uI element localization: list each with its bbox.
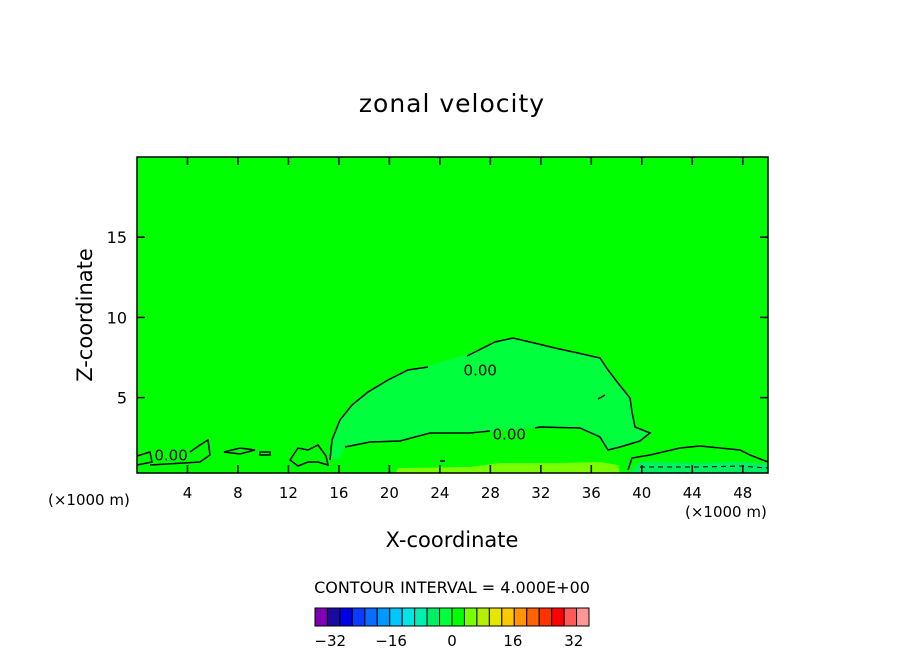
y-axis: 5 10 15 <box>107 228 768 408</box>
y-tick-label: 15 <box>107 228 127 247</box>
x-tick-label: 4 <box>183 484 193 502</box>
contour-label: 0.00 <box>493 426 526 444</box>
contour-zero-upper <box>329 337 652 461</box>
colorbar-swatch <box>563 607 578 627</box>
x-tick-label: 32 <box>531 484 550 502</box>
plot-frame <box>136 156 769 474</box>
colorbar-swatch <box>513 607 528 627</box>
colorbar-swatch <box>551 607 565 627</box>
x-tick-label: 8 <box>233 484 243 502</box>
colorbar-swatch <box>339 607 353 627</box>
colorbar-swatch <box>401 607 416 627</box>
colorbar-swatch <box>538 607 553 627</box>
x-tick-label: 44 <box>683 484 702 502</box>
x-tick-label: 40 <box>632 484 651 502</box>
x-tick-label: 36 <box>582 484 601 502</box>
x-tick-label: 48 <box>733 484 752 502</box>
contour-lines <box>136 337 769 471</box>
x-unit-note-left: (×1000 m) <box>48 491 130 509</box>
colorbar-tick-label: 16 <box>503 632 522 650</box>
colorbar-tick-label: 32 <box>564 632 583 650</box>
x-tick-label: 16 <box>329 484 348 502</box>
y-axis-label: Z-coordinate <box>73 248 97 382</box>
colorbar-swatch <box>526 607 540 627</box>
colorbar-swatch <box>414 607 428 627</box>
contour-interval-text: CONTOUR INTERVAL = 4.000E+00 <box>314 578 590 597</box>
colorbar-tick-label: −16 <box>375 632 407 650</box>
colorbar-swatch <box>326 607 341 627</box>
contour-label: 0.00 <box>464 361 497 379</box>
contour-negative-dashed <box>640 465 769 469</box>
colorbar-swatch <box>364 607 378 627</box>
near-surface-band <box>395 462 620 473</box>
colorbar-swatch <box>451 607 465 627</box>
colorbar-tick-label: −32 <box>314 632 346 650</box>
colorbar: −32 −16 0 16 32 <box>314 607 590 650</box>
colorbar-swatch <box>576 607 590 627</box>
y-tick-label: 10 <box>107 308 127 327</box>
contour-labels: 0.00 0.00 0.00 <box>154 361 526 464</box>
colorbar-swatch <box>463 607 478 627</box>
colorbar-swatch <box>351 607 366 627</box>
x-tick-label: 24 <box>430 484 449 502</box>
colorbar-swatch <box>376 607 391 627</box>
x-axis: 4 8 12 16 20 24 28 32 36 40 44 48 <box>183 157 752 502</box>
colorbar-swatch <box>501 607 515 627</box>
contour-label: 0.00 <box>154 446 187 464</box>
plot-area: 0.00 0.00 0.00 <box>136 156 769 474</box>
colorbar-swatch <box>389 607 403 627</box>
colorbar-swatch <box>439 607 453 627</box>
y-tick-label: 5 <box>117 389 127 408</box>
x-tick-label: 20 <box>380 484 399 502</box>
colorbar-swatch <box>476 607 490 627</box>
x-tick-label: 28 <box>481 484 500 502</box>
colorbar-tick-label: 0 <box>447 632 457 650</box>
positive-region-upper <box>330 338 650 460</box>
colorbar-swatch <box>426 607 441 627</box>
contour-zero-surface-left <box>136 438 330 467</box>
x-tick-label: 12 <box>279 484 298 502</box>
chart-title: zonal velocity <box>359 89 545 118</box>
colorbar-swatch <box>488 607 503 627</box>
colorbar-swatch <box>314 607 328 627</box>
x-axis-label: X-coordinate <box>386 528 519 552</box>
contour-zero-inner <box>344 430 491 448</box>
x-unit-note-right: (×1000 m) <box>685 503 767 521</box>
contour-zero-surface-right <box>440 394 769 471</box>
